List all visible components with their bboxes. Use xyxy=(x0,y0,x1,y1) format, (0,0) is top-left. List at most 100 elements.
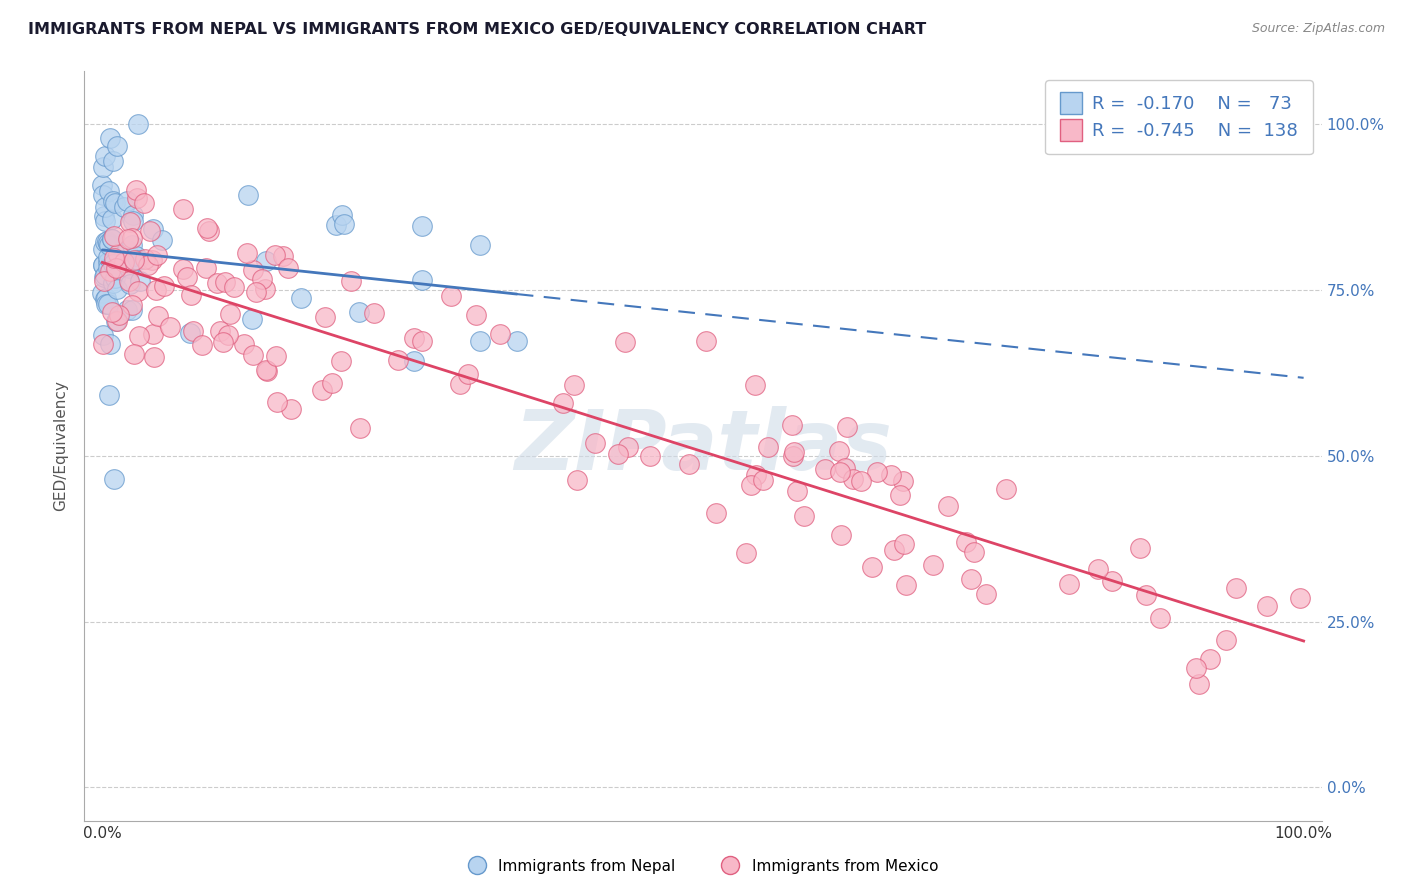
Point xyxy=(179,326,201,340)
Point xyxy=(464,308,486,322)
Point xyxy=(101,212,124,227)
Point xyxy=(1188,677,1211,691)
Point xyxy=(172,202,194,217)
Point xyxy=(91,286,114,301)
Point xyxy=(94,200,117,214)
Point xyxy=(122,208,145,222)
Point xyxy=(180,287,202,301)
Point xyxy=(96,297,118,311)
Point xyxy=(607,447,630,461)
Point xyxy=(97,297,120,311)
Point xyxy=(136,258,159,272)
Point xyxy=(91,258,114,272)
Point xyxy=(219,307,242,321)
Point xyxy=(98,184,121,198)
Point xyxy=(402,353,425,368)
Point xyxy=(506,334,529,348)
Point xyxy=(780,418,803,433)
Point xyxy=(139,223,162,237)
Point xyxy=(121,302,143,317)
Point xyxy=(145,283,167,297)
Point xyxy=(245,285,267,300)
Point xyxy=(98,264,121,278)
Point xyxy=(128,329,150,343)
Point xyxy=(142,350,165,364)
Point xyxy=(117,274,139,288)
Point xyxy=(238,187,260,202)
Point xyxy=(740,478,762,492)
Point xyxy=(411,273,433,287)
Point xyxy=(955,535,977,549)
Point xyxy=(205,276,228,290)
Point xyxy=(240,311,263,326)
Point xyxy=(264,248,287,262)
Point xyxy=(121,238,143,252)
Point xyxy=(101,305,124,319)
Point xyxy=(117,232,139,246)
Point xyxy=(793,508,815,523)
Point xyxy=(146,309,169,323)
Point xyxy=(104,314,127,328)
Point xyxy=(891,474,914,488)
Point xyxy=(896,578,918,592)
Point xyxy=(976,586,998,600)
Point xyxy=(613,334,636,349)
Point xyxy=(125,249,148,263)
Point xyxy=(125,191,148,205)
Point xyxy=(250,272,273,286)
Point xyxy=(921,558,943,572)
Point xyxy=(583,436,606,450)
Point xyxy=(883,543,905,558)
Point xyxy=(122,214,145,228)
Point xyxy=(97,238,120,252)
Point xyxy=(280,402,302,417)
Point xyxy=(411,334,433,349)
Point xyxy=(125,183,148,197)
Point xyxy=(104,195,127,210)
Point xyxy=(349,421,371,435)
Point xyxy=(97,250,120,264)
Point xyxy=(567,473,589,487)
Point xyxy=(242,263,264,277)
Point xyxy=(132,196,155,211)
Point xyxy=(134,252,156,267)
Point xyxy=(98,336,121,351)
Point xyxy=(93,209,115,223)
Point xyxy=(893,537,915,551)
Point xyxy=(1129,541,1152,556)
Point xyxy=(264,349,287,363)
Point xyxy=(404,331,426,345)
Point xyxy=(100,232,122,246)
Point xyxy=(242,348,264,362)
Point xyxy=(271,249,294,263)
Point xyxy=(936,499,959,513)
Point xyxy=(253,282,276,296)
Point xyxy=(290,291,312,305)
Point xyxy=(103,472,125,486)
Point xyxy=(330,208,353,222)
Point xyxy=(103,251,125,265)
Point xyxy=(93,337,115,351)
Point xyxy=(115,243,138,257)
Point xyxy=(783,445,806,459)
Point xyxy=(101,277,124,291)
Point xyxy=(695,334,717,348)
Point xyxy=(93,243,115,257)
Point xyxy=(159,320,181,334)
Point xyxy=(146,247,169,261)
Point xyxy=(236,245,259,260)
Text: Source: ZipAtlas.com: Source: ZipAtlas.com xyxy=(1251,22,1385,36)
Point xyxy=(211,334,233,349)
Point xyxy=(387,353,409,368)
Point xyxy=(1256,599,1278,613)
Point xyxy=(101,194,124,208)
Point xyxy=(103,271,125,285)
Point xyxy=(457,368,479,382)
Point xyxy=(233,336,256,351)
Point xyxy=(1225,581,1247,595)
Point xyxy=(115,303,138,318)
Point xyxy=(150,233,173,247)
Y-axis label: GED/Equivalency: GED/Equivalency xyxy=(53,381,69,511)
Point xyxy=(94,235,117,249)
Point xyxy=(814,462,837,476)
